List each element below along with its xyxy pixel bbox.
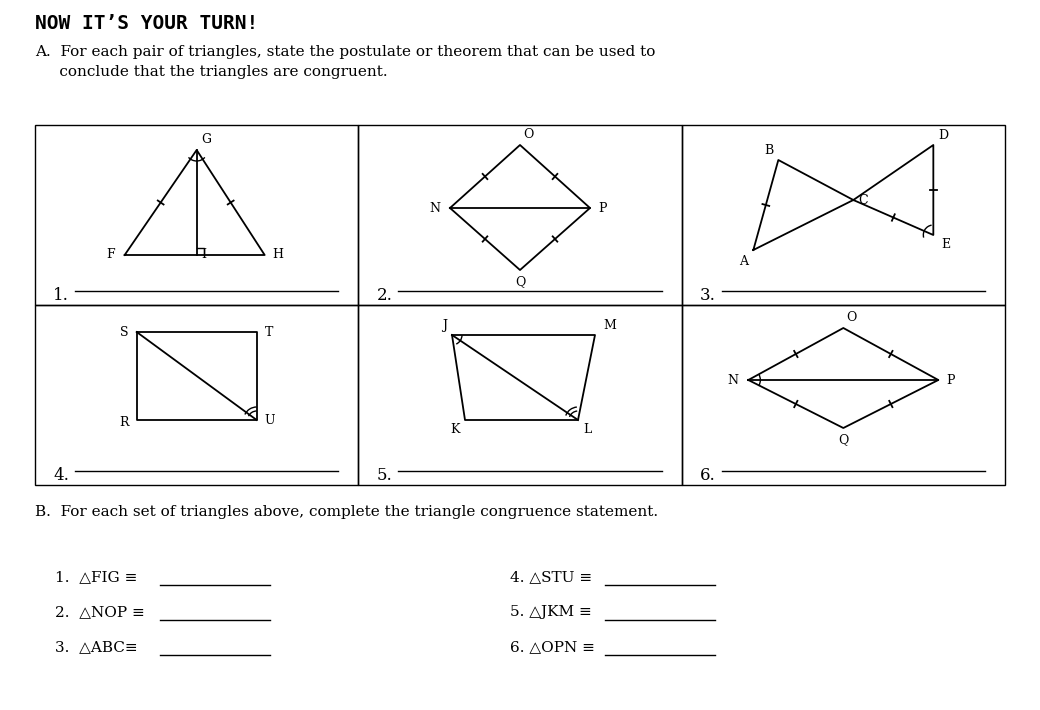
Text: 2.  △NOP ≡: 2. △NOP ≡ bbox=[55, 605, 145, 619]
Text: O: O bbox=[523, 128, 534, 141]
Text: 6.: 6. bbox=[700, 467, 716, 484]
Bar bbox=[35, 125, 359, 305]
Bar bbox=[359, 125, 681, 305]
Text: F: F bbox=[106, 248, 114, 261]
Text: D: D bbox=[938, 129, 948, 142]
Text: J: J bbox=[442, 319, 447, 332]
Text: 6. △OPN ≡: 6. △OPN ≡ bbox=[510, 640, 595, 654]
Text: B: B bbox=[764, 144, 774, 157]
Text: C: C bbox=[858, 194, 868, 207]
Text: Q: Q bbox=[515, 275, 525, 288]
Text: 5.: 5. bbox=[376, 467, 392, 484]
Text: 4.: 4. bbox=[53, 467, 69, 484]
Text: O: O bbox=[847, 311, 857, 324]
Text: 3.  △ABC≡: 3. △ABC≡ bbox=[55, 640, 137, 654]
Text: M: M bbox=[603, 319, 616, 332]
Text: NOW IT’S YOUR TURN!: NOW IT’S YOUR TURN! bbox=[35, 14, 258, 33]
Text: K: K bbox=[450, 423, 460, 436]
Text: N: N bbox=[430, 202, 440, 214]
Text: conclude that the triangles are congruent.: conclude that the triangles are congruen… bbox=[35, 65, 388, 79]
Text: H: H bbox=[272, 248, 284, 261]
Text: 4. △STU ≡: 4. △STU ≡ bbox=[510, 570, 592, 584]
Bar bbox=[35, 305, 359, 485]
Text: 2.: 2. bbox=[376, 287, 392, 304]
Bar bbox=[359, 305, 681, 485]
Text: P: P bbox=[598, 202, 606, 214]
Text: E: E bbox=[941, 238, 951, 251]
Text: 1.  △FIG ≡: 1. △FIG ≡ bbox=[55, 570, 137, 584]
Text: N: N bbox=[727, 373, 738, 386]
Text: R: R bbox=[120, 415, 129, 429]
Text: G: G bbox=[202, 133, 212, 146]
Text: S: S bbox=[121, 325, 129, 339]
Text: I: I bbox=[202, 248, 207, 261]
Text: U: U bbox=[264, 413, 276, 427]
Text: P: P bbox=[946, 373, 955, 386]
Text: L: L bbox=[583, 423, 592, 436]
Text: T: T bbox=[264, 325, 274, 339]
Text: A: A bbox=[739, 255, 749, 268]
Text: 3.: 3. bbox=[700, 287, 716, 304]
Bar bbox=[681, 305, 1005, 485]
Bar bbox=[681, 125, 1005, 305]
Text: Q: Q bbox=[838, 433, 849, 446]
Text: A.  For each pair of triangles, state the postulate or theorem that can be used : A. For each pair of triangles, state the… bbox=[35, 45, 655, 59]
Text: 5. △JKM ≡: 5. △JKM ≡ bbox=[510, 605, 592, 619]
Text: B.  For each set of triangles above, complete the triangle congruence statement.: B. For each set of triangles above, comp… bbox=[35, 505, 658, 519]
Text: 1.: 1. bbox=[53, 287, 69, 304]
